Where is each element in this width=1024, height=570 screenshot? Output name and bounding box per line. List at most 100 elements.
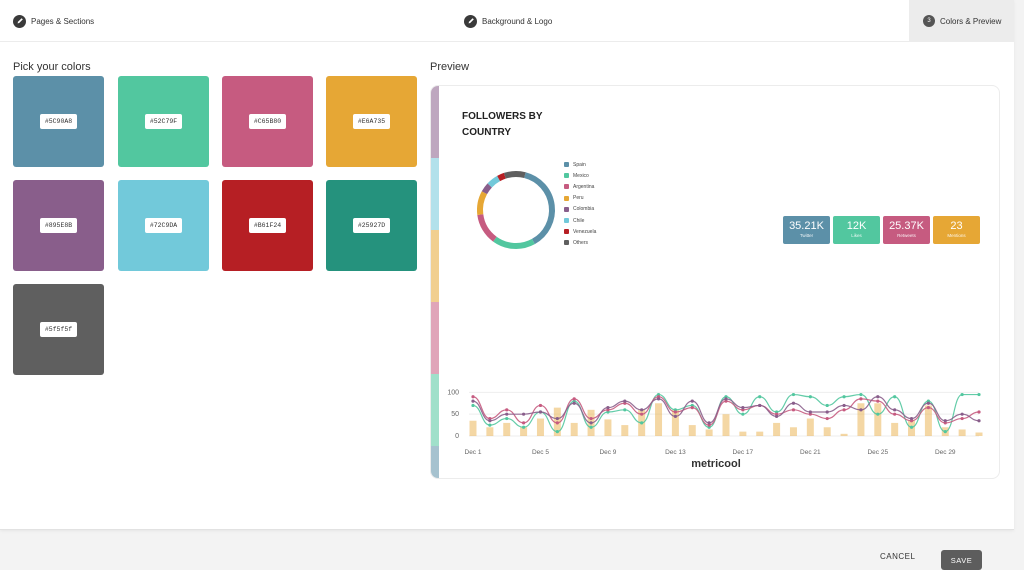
- series-point: [926, 406, 930, 410]
- legend-item: Argentina: [564, 181, 596, 192]
- legend-swatch: [564, 206, 569, 212]
- series-point: [572, 401, 576, 405]
- series-point: [623, 399, 627, 403]
- step-label: Pages & Sections: [31, 16, 95, 26]
- color-swatch[interactable]: #5C90A8: [13, 76, 104, 167]
- color-swatch[interactable]: #25927D: [326, 180, 417, 271]
- x-tick-label: Dec 13: [665, 449, 686, 456]
- series-point: [791, 401, 796, 405]
- series-point: [741, 412, 745, 416]
- donut-slice: [524, 172, 555, 245]
- color-swatch[interactable]: #E6A735: [326, 76, 417, 167]
- step-pages-sections[interactable]: Pages & Sections: [13, 0, 94, 42]
- cancel-button[interactable]: CANCEL: [880, 552, 916, 561]
- series-point: [640, 412, 644, 416]
- bar: [536, 418, 544, 436]
- x-tick-label: Dec 29: [935, 449, 956, 456]
- stat-box: 23 Mentions: [933, 216, 980, 244]
- series-point: [471, 403, 475, 408]
- legend-item: Mexico: [564, 170, 596, 181]
- line-chart: 0 50 100 Dec 1 Dec 5 Dec 9 Dec 13 Dec 17 Dec 21 D…: [447, 389, 983, 456]
- series-point: [724, 397, 728, 401]
- color-swatch[interactable]: #52C79F: [118, 76, 209, 167]
- series-point: [471, 395, 475, 399]
- bar: [891, 422, 899, 436]
- series-point: [960, 416, 964, 421]
- series-point: [522, 421, 526, 425]
- bar: [924, 405, 932, 436]
- chart-title: FOLLOWERS BY COUNTRY: [462, 111, 543, 138]
- bar: [705, 429, 713, 436]
- color-hex-label: #C65B80: [248, 114, 287, 129]
- legend-label: Venezuela: [573, 228, 597, 235]
- series-point: [589, 416, 593, 421]
- color-strip-segment: [431, 302, 439, 374]
- donut-chart: [477, 171, 555, 249]
- color-swatch[interactable]: #895E8B: [13, 180, 104, 271]
- series-point: [977, 392, 981, 397]
- series-point: [707, 421, 711, 425]
- save-button[interactable]: SAVE: [941, 550, 982, 570]
- legend-item: Others: [564, 237, 596, 248]
- stat-box: 35.21K Twitter: [783, 216, 830, 244]
- step-number: 3: [923, 15, 935, 27]
- bar: [840, 433, 848, 436]
- stat-label: Retweets: [897, 233, 916, 238]
- series-point: [673, 414, 677, 418]
- legend-swatch: [564, 195, 569, 201]
- color-strip-segment: [431, 86, 439, 158]
- series-point: [876, 399, 880, 403]
- color-strip-segment: [431, 158, 439, 230]
- series-point: [572, 397, 576, 401]
- donut-slice: [503, 171, 526, 179]
- series-point: [505, 412, 509, 416]
- bar: [857, 403, 865, 436]
- bar: [756, 431, 764, 436]
- series-point: [522, 412, 526, 416]
- legend-label: Spain: [573, 161, 586, 168]
- color-swatch[interactable]: #B61F24: [222, 180, 313, 271]
- bar: [621, 425, 629, 436]
- series-point: [943, 419, 947, 423]
- color-hex-label: #5f5f5f: [39, 322, 78, 337]
- stat-label: Twitter: [799, 233, 814, 238]
- pencil-icon: [464, 14, 477, 28]
- bar: [975, 432, 983, 436]
- series-point: [808, 395, 812, 399]
- series-point: [893, 395, 897, 399]
- color-hex-label: #E6A735: [352, 114, 391, 129]
- report-editor-panel: Pages & Sections Background & Logo 3 Col…: [0, 0, 1014, 530]
- bar: [806, 418, 814, 436]
- series-point: [538, 410, 543, 414]
- color-hex-label: #52C79F: [144, 114, 183, 129]
- color-hex-label: #25927D: [352, 218, 391, 233]
- series-point: [960, 412, 964, 416]
- step-colors-preview[interactable]: 3 Colors & Preview: [909, 0, 1014, 42]
- step-background-logo[interactable]: Background & Logo: [464, 0, 552, 42]
- series-point: [471, 399, 475, 403]
- series-point: [876, 412, 880, 416]
- bar: [503, 422, 511, 436]
- series-point: [825, 416, 829, 421]
- legend-swatch: [564, 229, 569, 235]
- legend-label: Peru: [573, 195, 584, 202]
- stat-label: Mentions: [947, 233, 966, 238]
- color-swatch[interactable]: #C65B80: [222, 76, 313, 167]
- series-point: [842, 395, 846, 399]
- bar: [722, 414, 730, 436]
- stat-value: 23: [950, 220, 963, 232]
- y-tick-label: 50: [451, 411, 459, 418]
- bar: [958, 429, 966, 436]
- preview-title: Preview: [430, 61, 470, 73]
- series-point: [623, 408, 627, 412]
- donut-slice: [477, 214, 497, 242]
- metricool-logo: metricool: [691, 458, 741, 470]
- step-label: Background & Logo: [482, 16, 553, 26]
- color-swatch[interactable]: #72C9DA: [118, 180, 209, 271]
- series-point: [673, 410, 677, 414]
- legend-item: Chile: [564, 215, 596, 226]
- color-swatch[interactable]: #5f5f5f: [13, 284, 104, 375]
- series-point: [926, 401, 930, 405]
- legend-item: Peru: [564, 193, 596, 204]
- bar: [773, 422, 781, 436]
